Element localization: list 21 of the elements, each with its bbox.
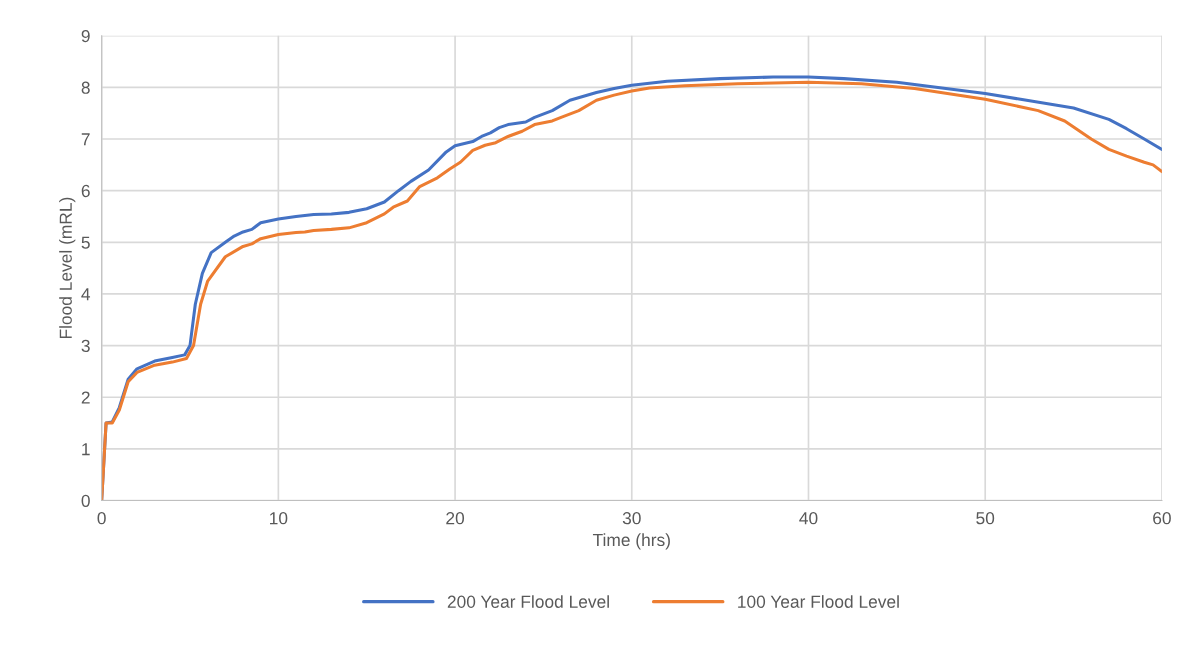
x-tick-label: 60 xyxy=(1153,512,1171,525)
x-tick-label: 50 xyxy=(976,512,995,525)
x-tick-label: 10 xyxy=(270,512,288,525)
x-tick-label: 30 xyxy=(622,512,641,525)
y-tick-label: 4 xyxy=(81,288,91,301)
y-tick-label: 8 xyxy=(81,81,90,94)
x-tick-label: 0 xyxy=(97,512,106,525)
legend-label: 100 Year Flood Level xyxy=(738,595,899,608)
y-tick-label: 7 xyxy=(81,133,90,146)
y-tick-label: 5 xyxy=(81,236,90,249)
y-axis-title: Flood Level (mRL) xyxy=(59,197,76,339)
x-axis-title: Time (hrs) xyxy=(592,533,670,550)
y-tick-label: 1 xyxy=(82,443,90,456)
x-tick-label: 20 xyxy=(446,512,465,525)
y-tick-label: 9 xyxy=(81,29,90,43)
y-tick-label: 6 xyxy=(81,184,90,198)
y-tick-label: 0 xyxy=(81,494,90,507)
y-tick-label: 2 xyxy=(81,391,90,404)
legend-label: 200 Year Flood Level xyxy=(447,595,609,608)
y-tick-label: 3 xyxy=(81,339,90,353)
x-tick-label: 40 xyxy=(799,512,818,525)
